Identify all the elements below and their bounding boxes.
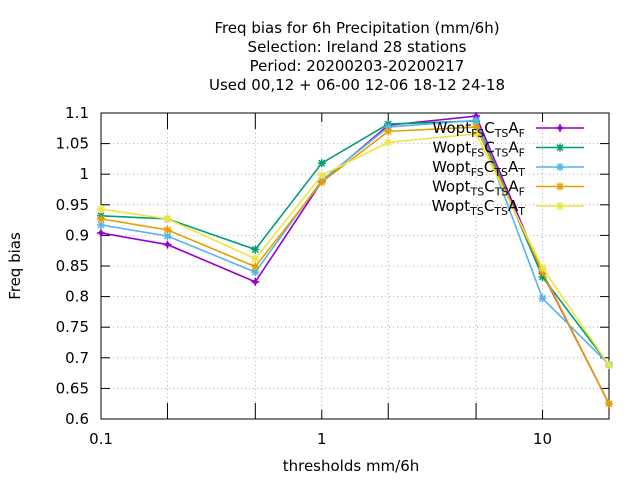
legend-entry: WoptTSCTSAF xyxy=(432,178,584,199)
y-tick-label: 0.9 xyxy=(65,226,89,244)
data-point xyxy=(163,225,172,234)
legend-entry: WoptFSCTSAT xyxy=(432,158,584,179)
x-tick-label: 10 xyxy=(533,430,552,448)
data-point xyxy=(472,116,481,125)
data-point xyxy=(97,214,105,223)
y-axis-label: Freq bias xyxy=(6,232,24,300)
series-3 xyxy=(97,116,613,369)
legend-entry: WoptFSCTSAF xyxy=(433,119,584,140)
legend-label: WoptFSCTSAF xyxy=(433,139,525,160)
series-4 xyxy=(97,123,613,408)
data-point xyxy=(384,138,393,147)
data-point xyxy=(163,240,172,249)
legend: WoptFSCTSAFWoptFSCTSAFWoptFSCTSATWoptTSC… xyxy=(432,119,584,218)
axis-ticks: 0.6 0.65 0.7 0.75 0.8 0.85 0.9 0.95 1 1.05 1.1 0.1 1… xyxy=(56,104,610,448)
title-line: Freq bias for 6h Precipitation (mm/6h) xyxy=(214,19,499,37)
title-line: Used 00,12 + 06-00 12-06 18-12 24-18 xyxy=(209,76,505,94)
series-line xyxy=(100,119,610,366)
chart-title: Freq bias for 6h Precipitation (mm/6h)Se… xyxy=(209,19,505,94)
data-point xyxy=(538,263,547,272)
y-tick-label: 0.6 xyxy=(65,410,89,428)
data-point xyxy=(317,178,326,187)
legend-label: WoptTSCTSAF xyxy=(432,178,525,199)
legend-label: WoptTSCTSAT xyxy=(432,197,526,218)
data-point xyxy=(538,294,547,303)
title-line: Selection: Ireland 28 stations xyxy=(248,38,467,56)
y-tick-label: 0.75 xyxy=(56,318,89,336)
data-point xyxy=(251,268,260,277)
series-line xyxy=(100,132,610,366)
series xyxy=(97,112,613,408)
data-point xyxy=(605,399,613,408)
x-tick-label: 0.1 xyxy=(89,430,113,448)
series-2 xyxy=(97,116,613,370)
data-point xyxy=(384,127,393,136)
series-5 xyxy=(97,129,613,370)
title-line: Period: 20200203-20200217 xyxy=(250,57,465,75)
y-tick-label: 1.05 xyxy=(56,135,89,153)
series-line xyxy=(100,126,610,405)
data-point xyxy=(251,262,260,271)
y-tick-label: 0.85 xyxy=(56,257,89,275)
y-tick-label: 1 xyxy=(79,165,89,183)
data-point xyxy=(251,254,260,263)
data-point xyxy=(97,228,105,237)
y-tick-label: 1.1 xyxy=(65,104,89,122)
y-tick-label: 0.8 xyxy=(65,288,89,306)
data-point xyxy=(317,171,326,180)
data-point xyxy=(97,205,105,214)
y-tick-label: 0.65 xyxy=(56,379,89,397)
legend-label: WoptFSCTSAT xyxy=(432,158,525,179)
y-tick-label: 0.95 xyxy=(56,196,89,214)
legend-label: WoptFSCTSAF xyxy=(433,119,525,140)
data-point xyxy=(251,245,260,254)
data-point xyxy=(97,220,105,229)
legend-entry: WoptFSCTSAF xyxy=(433,139,584,160)
y-tick-label: 0.7 xyxy=(65,349,89,367)
data-point xyxy=(163,214,172,223)
x-tick-label: 1 xyxy=(317,430,327,448)
legend-entry: WoptTSCTSAT xyxy=(432,197,584,218)
series-line xyxy=(100,120,610,366)
data-point xyxy=(472,123,481,132)
data-point xyxy=(605,361,613,370)
data-point xyxy=(472,129,481,138)
data-point xyxy=(251,277,260,286)
x-axis-label: thresholds mm/6h xyxy=(283,457,420,475)
data-point xyxy=(317,159,326,168)
